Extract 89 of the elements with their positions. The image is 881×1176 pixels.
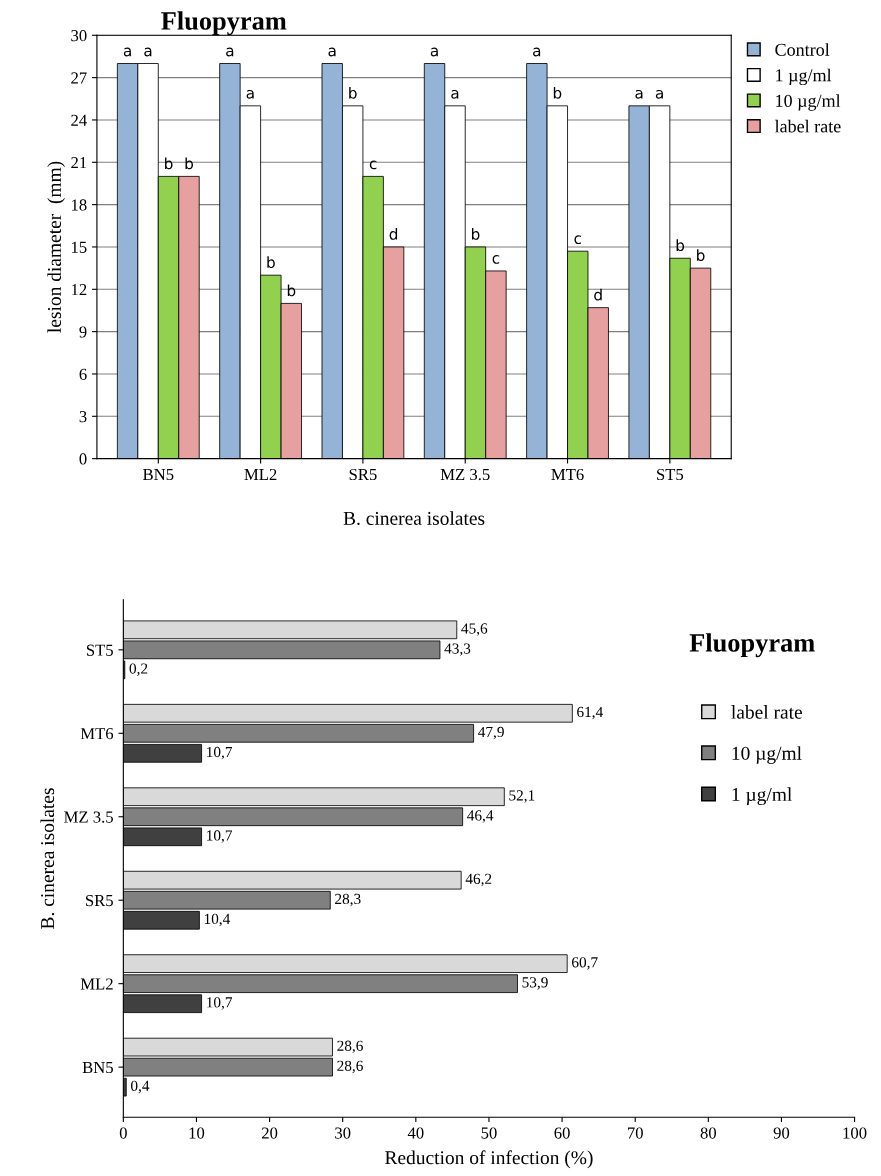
data-label: 43,3 [444,643,471,656]
data-label: b [697,249,705,261]
data-label: 45,6 [461,623,488,636]
x-tick-label: 20 [261,1127,278,1139]
data-label: a [123,47,131,57]
legend-label: 10 µg/ml [776,94,841,111]
data-label: a [246,89,254,99]
data-label: b [471,228,480,240]
data-label: 0,2 [129,663,148,676]
x-tick-label: 30 [335,1127,351,1139]
y-tick-label: BN5 [82,1061,113,1074]
x-tick-label: 0 [119,1127,127,1139]
x-tick-label: MT6 [551,468,584,481]
y-tick-label: 18 [71,199,87,211]
data-label: 10,7 [207,746,233,760]
data-label: d [594,288,602,301]
legend-label: label rate [731,705,802,719]
x-tick-label: ML2 [244,468,277,480]
y-tick-label: 15 [71,241,87,253]
data-label: a [430,47,438,57]
data-label: 53,9 [522,977,548,990]
data-label: b [553,86,562,99]
data-label: b [287,284,296,297]
y-tick-label: 24 [71,114,87,126]
x-tick-label: MZ 3.5 [440,468,490,481]
data-label: 52,1 [509,790,535,803]
legend-label: 1 µg/ml [776,68,832,86]
x-tick-label: 60 [554,1127,570,1139]
chart-title: Fluopyram [161,11,287,36]
data-label: 10,7 [207,830,233,843]
data-label: c [574,235,582,245]
data-label: c [369,160,377,170]
legend-label: 10 µg/ml [732,746,802,764]
x-tick-label: 90 [773,1127,790,1139]
data-label: a [144,47,152,57]
y-tick-label: MZ 3.5 [64,811,113,823]
x-tick-label: 10 [189,1127,205,1139]
data-label: b [676,239,685,252]
data-label: 61,4 [577,706,603,720]
data-label: 47,9 [478,726,504,740]
text: Fluopyram [689,633,815,658]
y-tick-label: 9 [79,326,87,338]
data-label: 10,4 [204,913,231,927]
data-label: b [267,256,275,269]
x-tick-label: ST5 [657,468,684,481]
y-tick-label: 21 [71,157,87,169]
y-tick-label: 3 [79,411,87,423]
y-tick-label: 0 [79,453,87,465]
y-tick-label: ML2 [80,978,113,990]
data-label: 10,7 [207,997,233,1010]
data-label: 46,4 [467,810,494,823]
x-tick-label: BN5 [143,469,174,481]
x-tick-label: 70 [627,1127,643,1139]
data-label: b [185,157,193,170]
y-tick-label: MT6 [80,728,114,740]
y-tick-label: 6 [79,368,87,380]
data-label: a [655,89,663,99]
y-axis-title: B. cinerea isolates [40,788,55,929]
data-label: 46,2 [465,873,492,887]
data-label: a [533,47,541,57]
data-label: c [492,255,500,264]
y-tick-label: SR5 [86,894,113,907]
x-tick-label: SR5 [349,468,377,481]
data-label: d [389,228,398,240]
data-label: 28,6 [337,1060,363,1074]
data-label: 28,6 [337,1040,363,1054]
y-tick-label: 27 [71,72,87,84]
data-label: a [226,47,234,57]
x-axis-title: B. cinerea isolates [343,511,485,526]
x-tick-label: 50 [481,1127,497,1139]
data-label: a [328,47,336,57]
x-tick-label: 100 [843,1127,867,1139]
x-tick-label: 40 [407,1127,424,1139]
y-tick-label: 30 [71,29,87,42]
data-label: 60,7 [572,957,598,970]
data-label: b [349,86,357,99]
y-tick-label: 12 [71,284,87,296]
legend-label: Control [775,43,830,56]
legend-label: label rate [774,119,841,133]
x-tick-label: 80 [700,1127,717,1139]
data-label: a [451,89,459,99]
data-label: 0,4 [131,1080,150,1094]
x-axis-title: Reduction of infection (%) [385,1150,593,1169]
data-label: b [165,157,173,170]
y-tick-label: ST5 [86,644,113,656]
legend-label: 1 µg/ml [732,787,792,806]
y-axis-title: lesion diameter (mm) [47,161,65,333]
data-label: 28,3 [335,893,361,907]
data-label: a [635,89,643,99]
